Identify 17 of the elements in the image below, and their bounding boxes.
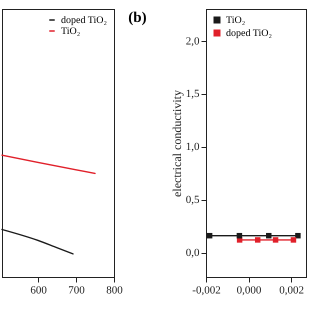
y-axis-title: electrical conductivity [170, 90, 184, 197]
y-tick-label: 0,0 [186, 247, 200, 260]
x-tick-label: 0,002 [279, 284, 304, 296]
text: (b) [128, 10, 147, 26]
x-tick-label: -0,002 [192, 284, 221, 296]
y-tick-label: 1,5 [186, 88, 200, 100]
y-tick-label: 0,5 [186, 194, 200, 206]
y-tick-label: 1,0 [186, 141, 200, 154]
legend-label: TiO₂ [61, 26, 80, 37]
x-tick-label: 800 [106, 284, 124, 296]
x-tick-label: 700 [68, 284, 86, 296]
x-tick-label: 0,000 [236, 284, 262, 296]
legend-label: TiO₂ [226, 15, 246, 26]
y-tick-label: 2,0 [186, 35, 200, 48]
legend-label: doped TiO₂ [61, 15, 108, 26]
x-tick-label: 600 [30, 284, 48, 296]
legend-label: doped TiO₂ [226, 28, 272, 39]
